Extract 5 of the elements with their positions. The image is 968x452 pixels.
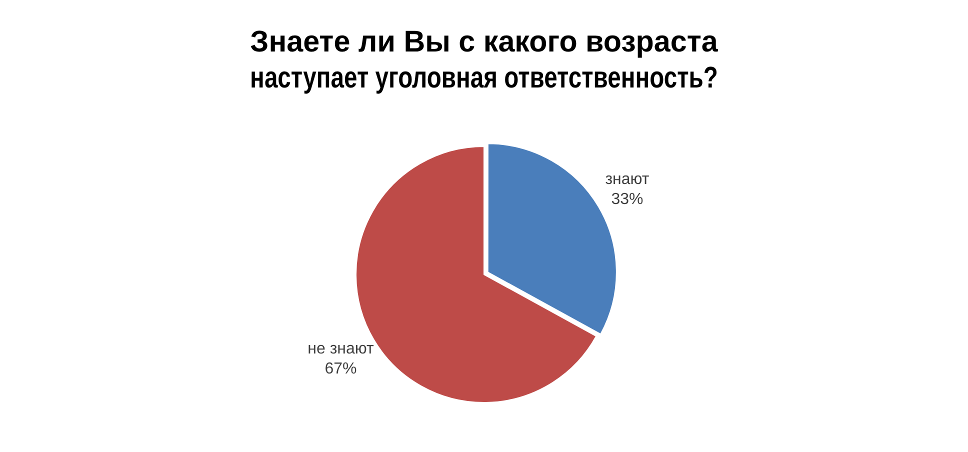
chart-title: Знаете ли Вы с какого возраста наступает уголовная ответственность? <box>250 25 718 94</box>
slice-label: не знают <box>308 340 375 358</box>
data-label: 67% <box>324 360 357 378</box>
slice-label: знают <box>605 171 650 188</box>
data-label: 33% <box>611 191 644 208</box>
